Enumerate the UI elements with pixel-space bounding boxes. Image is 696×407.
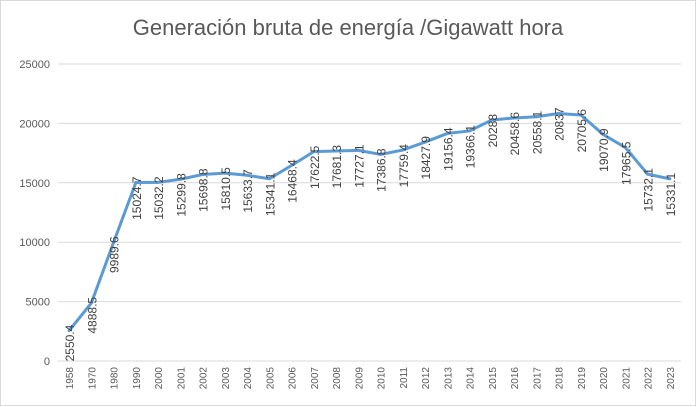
x-tick-label: 2017 xyxy=(532,367,543,390)
y-tick-label: 0 xyxy=(44,356,50,368)
data-label: 15341.1 xyxy=(263,172,277,216)
data-label: 19366.1 xyxy=(464,125,478,169)
y-tick-label: 10000 xyxy=(19,237,50,249)
data-label: 20458.6 xyxy=(508,112,522,156)
x-tick-label: 2001 xyxy=(176,367,187,390)
x-tick-label: 1980 xyxy=(110,367,121,390)
x-tick-label: 2016 xyxy=(510,367,521,390)
x-tick-label: 2023 xyxy=(666,367,677,390)
x-tick-label: 1990 xyxy=(132,367,143,390)
data-label: 17727.1 xyxy=(352,144,366,188)
x-tick-label: 2003 xyxy=(221,367,232,390)
x-tick-label: 2006 xyxy=(288,367,299,390)
data-label: 15299.8 xyxy=(174,173,188,217)
x-tick-label: 2000 xyxy=(154,367,165,390)
y-tick-label: 20000 xyxy=(19,118,50,130)
x-tick-label: 2012 xyxy=(421,367,432,390)
x-tick-label: 2007 xyxy=(310,367,321,390)
x-tick-label: 2018 xyxy=(555,367,566,390)
data-label: 20288 xyxy=(486,114,500,148)
data-label: 15032.2 xyxy=(152,176,166,220)
x-tick-label: 2011 xyxy=(399,367,410,389)
data-label: 15732.1 xyxy=(642,168,656,212)
x-tick-label: 1958 xyxy=(65,367,76,390)
x-tick-label: 2008 xyxy=(332,367,343,390)
data-label: 19070.9 xyxy=(597,128,611,172)
x-tick-label: 2005 xyxy=(265,367,276,390)
x-tick-label: 2002 xyxy=(199,367,210,390)
data-label: 15810.5 xyxy=(219,167,233,211)
data-label: 20705.6 xyxy=(575,109,589,153)
data-label: 17681.3 xyxy=(330,145,344,189)
data-label: 15024.7 xyxy=(130,176,144,220)
data-label: 9989.6 xyxy=(108,236,122,273)
data-label: 16468.4 xyxy=(286,159,300,203)
x-tick-label: 1970 xyxy=(87,367,98,390)
data-label: 17965.5 xyxy=(619,141,633,185)
x-tick-label: 2014 xyxy=(466,367,477,390)
x-tick-label: 2022 xyxy=(644,367,655,390)
x-tick-label: 2020 xyxy=(599,367,610,390)
y-tick-label: 15000 xyxy=(19,178,50,190)
data-label: 18427.9 xyxy=(419,136,433,180)
y-tick-label: 5000 xyxy=(26,297,50,309)
data-label: 15698.8 xyxy=(197,168,211,212)
x-tick-label: 2019 xyxy=(577,367,588,390)
y-tick-label: 25000 xyxy=(19,59,50,71)
data-label: 20558.1 xyxy=(530,110,544,154)
x-tick-label: 2021 xyxy=(621,367,632,390)
data-label: 4888.5 xyxy=(85,297,99,334)
data-label: 19156.4 xyxy=(441,127,455,171)
data-label: 17622.5 xyxy=(308,145,322,189)
x-tick-label: 2010 xyxy=(377,367,388,390)
data-label: 17386.8 xyxy=(375,148,389,192)
data-label: 17759.4 xyxy=(397,144,411,188)
x-tick-label: 2015 xyxy=(488,367,499,390)
data-label: 20837 xyxy=(553,107,567,141)
data-label: 2550.4 xyxy=(63,324,77,361)
x-tick-label: 2013 xyxy=(443,367,454,390)
x-tick-label: 2004 xyxy=(243,367,254,390)
data-label: 15331.1 xyxy=(664,173,678,217)
data-label: 15633.7 xyxy=(241,169,255,213)
x-tick-label: 2009 xyxy=(354,367,365,390)
